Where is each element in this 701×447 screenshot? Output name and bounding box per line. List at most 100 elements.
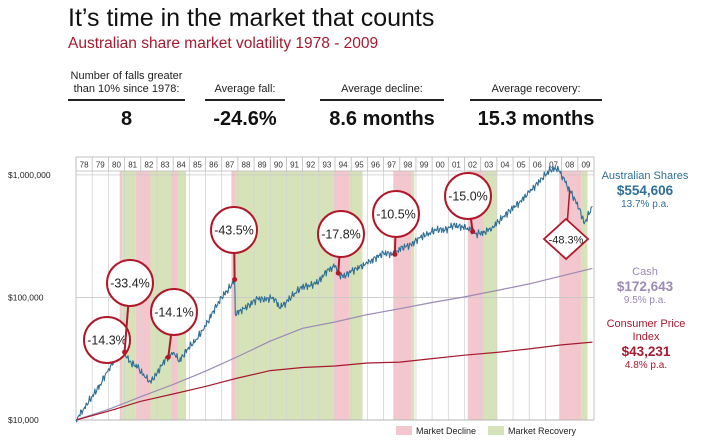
series-name: Cash [632, 266, 658, 278]
x-tick-label: 86 [209, 161, 218, 170]
x-tick-label: 89 [258, 161, 267, 170]
recovery-band [581, 157, 588, 420]
x-tick-label: 85 [193, 161, 202, 170]
callout-label: -33.4% [110, 277, 150, 291]
callout-label: -48.3% [549, 235, 584, 247]
stat-label: Average fall: [205, 68, 285, 101]
y-tick-label: $1,000,000 [8, 170, 51, 180]
x-tick-label: 91 [290, 161, 299, 170]
stat-value: 15.3 months [477, 108, 595, 130]
series-rate: 9.5% p.a. [623, 295, 667, 306]
stat-label: Average recovery: [470, 68, 602, 101]
series-line-cash [75, 267, 593, 421]
series-rate: 4.8% p.a. [624, 360, 668, 371]
recovery-band [411, 157, 415, 420]
callout-bubble [317, 210, 365, 258]
fall-callout: -17.8% [317, 210, 365, 276]
page-title: It’s time in the market that counts [68, 4, 435, 32]
callout-bubble [372, 190, 420, 238]
series-name: Consumer Price Index [606, 318, 686, 343]
x-tick-label: 80 [112, 161, 121, 170]
legend-swatch [396, 426, 412, 435]
x-tick-label: 09 [581, 161, 590, 170]
series-label-shares: Australian Shares $554,606 13.7% p.a. [591, 170, 699, 211]
stat-value: -24.6% [213, 108, 277, 130]
x-tick-label: 79 [96, 161, 105, 170]
fall-callout: -43.5% [210, 206, 258, 283]
fall-callout: -48.3% [542, 190, 590, 261]
stat-average-fall: Average fall: -24.6% [205, 68, 285, 131]
x-tick-label: 92 [306, 161, 315, 170]
y-tick-label: $100,000 [8, 292, 44, 302]
series-name: Australian Shares [601, 170, 689, 182]
series-line-cpi [75, 341, 593, 421]
x-tick-label: 01 [452, 161, 461, 170]
series-label-cash: Cash $172,643 9.5% p.a. [591, 266, 699, 307]
recovery-band [150, 157, 172, 420]
plot-frame [75, 156, 595, 421]
legend-label: Market Decline [416, 426, 476, 436]
x-tick-label: 84 [177, 161, 186, 170]
x-tick-label: 99 [420, 161, 429, 170]
fall-callout: -15.0% [444, 172, 492, 234]
legend-swatch [488, 426, 504, 435]
callout-point [335, 270, 341, 276]
series-end-value: $43,231 [621, 344, 671, 359]
callout-bubble [150, 288, 198, 336]
x-tick-label: 04 [501, 161, 510, 170]
callout-point [165, 354, 171, 360]
callout-bubble [83, 316, 131, 364]
stat-value: 8 [120, 108, 133, 130]
callout-label: -15.0% [448, 190, 488, 204]
callout-bubble [210, 206, 258, 254]
callout-point [232, 277, 238, 283]
x-tick-label: 03 [484, 161, 493, 170]
series-end-value: $172,643 [616, 279, 674, 294]
decline-band [333, 157, 350, 420]
x-tick-label: 83 [161, 161, 170, 170]
x-tick-label: 82 [144, 161, 153, 170]
fall-callout: -10.5% [372, 190, 420, 257]
stat-average-recovery: Average recovery: 15.3 months [470, 68, 602, 131]
callout-point [392, 251, 398, 257]
x-tick-label: 81 [128, 161, 137, 170]
x-tick-label: 96 [371, 161, 380, 170]
x-tick-label: 02 [468, 161, 477, 170]
y-tick-label: $10,000 [8, 415, 39, 425]
recovery-band [235, 157, 334, 420]
x-tick-label: 06 [533, 161, 542, 170]
recovery-band [177, 157, 187, 420]
fall-callout: -14.1% [150, 288, 198, 360]
x-tick-label: 88 [242, 161, 251, 170]
x-tick-label: 98 [403, 161, 412, 170]
callout-label: -14.1% [154, 306, 194, 320]
series-rate: 13.7% p.a. [621, 199, 669, 210]
page-subtitle: Australian share market volatility 1978 … [68, 35, 379, 52]
callout-bubble [444, 172, 492, 220]
x-tick-label: 05 [517, 161, 526, 170]
fall-callout: -14.3% [83, 316, 131, 364]
x-tick-label: 90 [274, 161, 283, 170]
x-tick-label: 07 [549, 161, 558, 170]
series-label-cpi: Consumer Price Index $43,231 4.8% p.a. [596, 318, 696, 372]
x-tick-label: 94 [339, 161, 348, 170]
callout-label: -43.5% [214, 224, 254, 238]
callout-point [122, 349, 128, 355]
x-tick-label: 95 [355, 161, 364, 170]
callout-bubble [106, 259, 154, 307]
x-tick-label: 78 [80, 161, 89, 170]
x-tick-label: 97 [387, 161, 396, 170]
x-tick-label: 87 [225, 161, 234, 170]
callout-label: -17.8% [321, 228, 361, 242]
x-tick-label: 08 [565, 161, 574, 170]
recovery-band [483, 157, 497, 420]
stat-label: Number of falls greater than 10% since 1… [68, 68, 185, 101]
callout-diamond [542, 217, 590, 261]
fall-callout: -33.4% [106, 259, 154, 355]
legend-label: Market Recovery [508, 426, 577, 436]
x-tick-label: 00 [436, 161, 445, 170]
stat-average-decline: Average decline: 8.6 months [320, 68, 444, 131]
stat-falls: Number of falls greater than 10% since 1… [68, 68, 185, 131]
x-tick-label: 93 [322, 161, 331, 170]
